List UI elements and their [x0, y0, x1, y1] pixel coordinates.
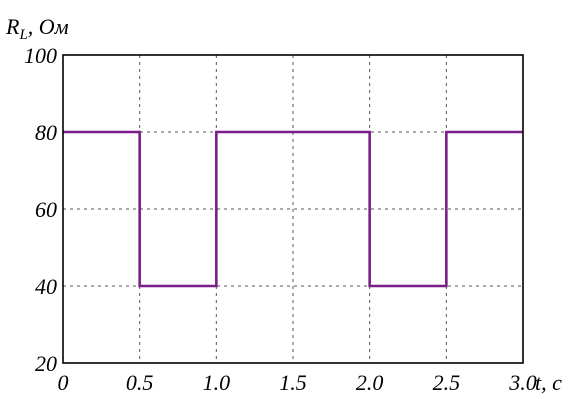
plot-frame — [62, 54, 524, 364]
y-tick-labels: 20 40 60 80 100 — [24, 43, 57, 376]
x-tick-label: 1.0 — [203, 370, 231, 395]
x-tick-label: 2.5 — [433, 370, 461, 395]
y-tick-label: 60 — [35, 197, 57, 222]
x-tick-label: 0 — [58, 370, 69, 395]
x-tick-label: 3.0 — [508, 370, 537, 395]
x-axis-label: t, c — [535, 370, 562, 395]
y-tick-label: 40 — [35, 274, 57, 299]
y-tick-label: 80 — [35, 120, 57, 145]
x-tick-label: 1.5 — [279, 370, 307, 395]
y-axis-label-subscript: L — [18, 27, 27, 43]
y-axis-label-main: R — [5, 14, 20, 39]
y-axis-label-unit: , Ом — [28, 14, 69, 39]
grid-lines — [63, 55, 523, 363]
y-tick-label: 100 — [24, 43, 57, 68]
y-axis-label: RL, Ом — [5, 14, 69, 43]
y-tick-label: 20 — [35, 351, 57, 376]
x-tick-label: 0.5 — [126, 370, 154, 395]
x-tick-labels: 0 0.5 1.0 1.5 2.0 2.5 3.0 — [58, 370, 537, 395]
x-tick-label: 2.0 — [356, 370, 384, 395]
series-line-0 — [63, 130, 523, 288]
series-group — [63, 130, 523, 288]
